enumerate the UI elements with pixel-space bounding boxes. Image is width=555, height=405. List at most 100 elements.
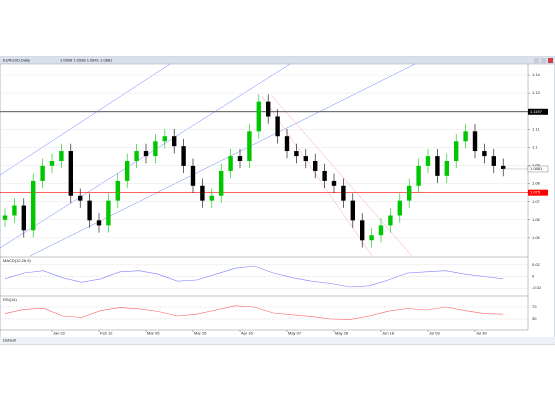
candle-body — [388, 215, 393, 226]
x-tick-label: Jan 22 — [53, 331, 66, 336]
x-tick-label: Feb 12 — [100, 331, 113, 336]
candle-body — [341, 185, 346, 201]
indicator-tick-label: 70 — [532, 304, 537, 309]
x-tick-label: Mar 26 — [194, 331, 207, 336]
candle-body — [322, 170, 327, 181]
level-label: 1.1197 — [530, 109, 543, 114]
candle-body — [200, 185, 205, 201]
indicator-tick-label: 0.02 — [532, 262, 541, 267]
candle-body — [397, 200, 402, 216]
candle-body — [378, 225, 384, 236]
channel-line — [271, 95, 413, 257]
candle-body — [313, 161, 318, 171]
candle-body — [106, 200, 111, 226]
window-title: EURUSD,Daily — [3, 58, 30, 63]
channel-line — [29, 63, 416, 257]
candle-body — [247, 131, 252, 161]
candle-body — [134, 151, 139, 161]
x-tick-label: May 07 — [288, 331, 302, 336]
candle-body — [40, 165, 45, 181]
channel-line — [0, 63, 171, 176]
y-tick-label: 1.05 — [532, 235, 541, 240]
level-tag — [528, 189, 548, 196]
candle-body — [12, 205, 17, 216]
status-bar — [0, 337, 555, 344]
indicator-tick-label: 0 — [532, 274, 535, 279]
candle-body — [125, 161, 130, 181]
candle-body — [463, 131, 468, 142]
candle-body — [59, 151, 64, 161]
candle-body — [96, 220, 102, 226]
candle-body — [435, 156, 440, 176]
title-bar — [0, 57, 555, 64]
candle-body — [331, 180, 337, 186]
maximize-button[interactable] — [541, 58, 546, 63]
candle-body — [266, 101, 271, 117]
channel-line — [261, 95, 373, 257]
candle-body — [87, 200, 92, 221]
candle-body — [275, 116, 280, 137]
candle-body — [219, 170, 224, 196]
candle-body — [181, 146, 186, 166]
candle-body — [78, 195, 83, 201]
last-price-tag — [527, 165, 549, 173]
x-tick-label: Apr 16 — [241, 331, 254, 336]
y-tick-label: 1.08 — [532, 181, 541, 186]
candle-body — [369, 235, 374, 241]
indicator-line — [4, 305, 504, 320]
last-price-label: 1.0881 — [530, 166, 543, 171]
candle-body — [284, 136, 290, 152]
candle-body — [162, 136, 167, 142]
level-label: 1.075 — [530, 190, 541, 195]
level-tag — [528, 108, 548, 115]
candle-body — [172, 136, 177, 147]
candle-body — [491, 156, 496, 166]
ohlc-readout: 1.0898 1.0938 1.0841 1.0881 — [60, 58, 113, 63]
candle-body — [190, 165, 196, 186]
y-tick-label: 1.1 — [532, 144, 538, 149]
x-tick-label: May 28 — [335, 331, 349, 336]
indicator-line — [4, 265, 504, 288]
candle-body — [49, 161, 55, 166]
candle-body — [416, 165, 421, 186]
y-tick-label: 1.11 — [532, 126, 540, 131]
candle-body — [501, 165, 506, 169]
candle-body — [209, 195, 214, 201]
candle-body — [294, 151, 299, 157]
candle-body — [303, 156, 308, 161]
x-tick-label: Jul 30 — [476, 331, 487, 336]
candle-body — [360, 220, 365, 241]
indicator-name: RSI(14) — [3, 297, 17, 302]
window-frame — [0, 56, 555, 345]
minimize-button[interactable] — [534, 58, 539, 63]
close-button[interactable] — [548, 58, 553, 63]
candle-body — [407, 185, 412, 201]
indicator-tick-label: -0.02 — [532, 285, 542, 290]
candle-body — [31, 180, 36, 231]
candle-body — [228, 156, 233, 171]
indicator-tick-label: 30 — [532, 316, 537, 321]
y-tick-label: 1.13 — [532, 90, 541, 95]
candle-body — [21, 205, 26, 231]
candle-body — [472, 131, 478, 152]
candle-body — [2, 215, 8, 220]
candle-body — [444, 161, 449, 176]
candle-body — [143, 151, 149, 157]
candle-body — [425, 156, 431, 166]
candle-body — [153, 141, 158, 157]
candle-body — [256, 101, 261, 132]
x-tick-label: Mar 05 — [147, 331, 160, 336]
status-text: Default — [3, 338, 17, 343]
candle-body — [68, 151, 73, 196]
candle-body — [482, 151, 487, 157]
candle-body — [350, 200, 355, 221]
indicator-name: MACD(12,26,9) — [3, 258, 31, 263]
x-tick-label: Jun 18 — [382, 331, 395, 336]
x-tick-label: Jul 09 — [429, 331, 440, 336]
y-tick-label: 1.06 — [532, 217, 541, 222]
y-tick-label: 1.14 — [532, 72, 541, 77]
y-tick-label: 1.09 — [532, 163, 541, 168]
candle-body — [237, 156, 243, 161]
